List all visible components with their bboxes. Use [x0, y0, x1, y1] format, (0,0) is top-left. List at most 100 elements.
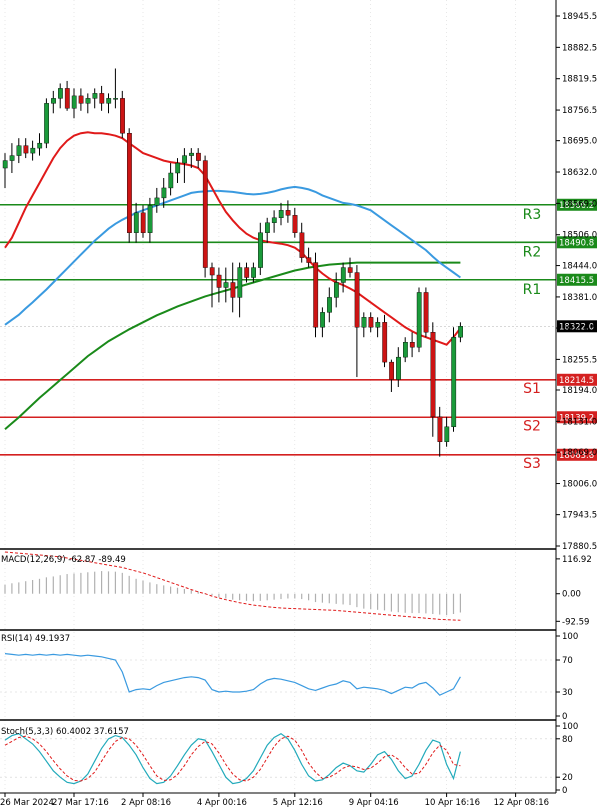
price-tick-label: 18194.0	[562, 386, 597, 396]
rsi-title: RSI(14) 49.1937	[1, 634, 70, 644]
price-tick-label: 18569.0	[562, 199, 597, 209]
macd-signal-line	[4, 551, 461, 621]
pivot-price-tag-text: 18139.2	[559, 413, 594, 423]
candle-body	[299, 232, 305, 258]
stoch-tick-label: 0	[562, 786, 567, 796]
price-tick-label: 17880.5	[562, 542, 597, 552]
candle-body	[271, 217, 277, 223]
price-tick-label: 18632.0	[562, 168, 597, 178]
pivot-price-tag	[557, 273, 597, 286]
candle-body	[85, 98, 91, 104]
candle-body	[396, 356, 401, 380]
price-axis: 18945.5 18882.5 18819.5 18756.5 18695.0 18632…	[556, 12, 597, 796]
candle-body	[154, 197, 160, 206]
candle-body	[285, 210, 291, 216]
candle-body	[182, 155, 187, 164]
candle-body	[327, 297, 332, 313]
candle-body	[223, 282, 229, 288]
candlesticks	[2, 68, 463, 457]
candle-body	[437, 416, 443, 442]
rsi-tick-label: 30	[562, 688, 573, 698]
stoch-panel	[4, 732, 461, 785]
candle-body	[209, 267, 215, 276]
pivot-price-tag-text: 18063.8	[559, 451, 594, 461]
price-tick-label: 18506.0	[562, 231, 597, 241]
rsi-line	[4, 653, 461, 696]
candle-body	[444, 426, 450, 442]
ma-red-line	[4, 131, 462, 346]
stoch-tick-label: 100	[562, 722, 578, 732]
price-grid	[4, 0, 516, 793]
pivot-price-tag-text: 18415.5	[559, 276, 594, 286]
candle-body	[64, 88, 70, 109]
current-price-tag-text: 18322.0	[559, 322, 594, 332]
pivot-label-s3: S3	[523, 456, 541, 472]
candle-body	[389, 361, 394, 380]
candle-body	[320, 312, 325, 328]
candle-body	[409, 342, 415, 348]
candle-body	[161, 187, 167, 199]
candle-body	[113, 98, 119, 100]
candle-body	[16, 145, 22, 156]
rsi-tick-label: 0	[562, 712, 567, 722]
price-tick-label: 18882.5	[562, 43, 597, 53]
candle-body	[78, 95, 84, 104]
candle-body	[361, 317, 367, 328]
candle-body	[451, 337, 457, 428]
candle-body	[306, 257, 312, 263]
price-tick-label: 18381.0	[562, 293, 597, 303]
time-tick-label: 9 Apr 04:16	[349, 798, 399, 808]
candle-body	[244, 267, 250, 278]
candle-body	[354, 272, 360, 328]
pivot-label-r3: R3	[523, 207, 542, 223]
stoch-d-line	[4, 735, 461, 782]
candle-body	[44, 103, 50, 144]
pivot-price-tag	[557, 448, 597, 461]
candle-body	[458, 326, 463, 338]
candle-body	[92, 93, 98, 99]
candle-body	[403, 342, 408, 358]
time-tick-label: 26 Mar 2024	[0, 798, 54, 808]
time-tick-label: 27 Mar 17:16	[52, 798, 109, 808]
candle-body	[265, 222, 270, 233]
candle-body	[347, 267, 353, 273]
price-tick-label: 18318.5	[562, 324, 597, 334]
candle-body	[237, 267, 243, 298]
candle-body	[37, 142, 43, 149]
time-tick-label: 10 Apr 16:16	[425, 798, 480, 808]
price-tick-label: 18006.0	[562, 480, 597, 490]
candle-body	[175, 162, 181, 174]
candle-body	[9, 155, 15, 161]
candle-body	[120, 98, 125, 134]
price-tick-label: 18945.5	[562, 12, 597, 22]
stoch-tick-label: 80	[562, 735, 573, 745]
candle-body	[168, 172, 174, 189]
macd-tick-label: 116.92	[562, 555, 592, 565]
candle-body	[202, 160, 208, 268]
rsi-tick-label: 70	[562, 656, 573, 666]
candle-body	[382, 322, 388, 363]
candle-body	[106, 98, 112, 104]
candle-body	[133, 212, 139, 233]
candle-body	[189, 152, 194, 156]
price-tick-label: 18819.5	[562, 75, 597, 85]
ma-blue-line	[4, 185, 461, 326]
candle-body	[340, 267, 346, 283]
candle-body	[251, 267, 256, 278]
candle-body	[99, 93, 105, 104]
price-tick-label: 17943.5	[562, 511, 597, 521]
pivot-price-tag-text: 18490.8	[559, 238, 594, 248]
price-tick-label: 18069.0	[562, 448, 597, 458]
candle-body	[2, 160, 8, 169]
time-tick-label: 5 Apr 12:16	[273, 798, 323, 808]
pivot-price-tag	[557, 198, 597, 211]
pivot-price-tag-text: 18214.5	[559, 376, 594, 386]
macd-title: MACD(12,26,9) -62.87 -89.49	[1, 555, 126, 565]
candle-body	[375, 322, 381, 328]
rsi-panel	[4, 653, 461, 696]
pivot-price-tag-text: 18566.2	[559, 201, 594, 211]
candle-body	[430, 332, 436, 418]
candle-body	[334, 282, 339, 298]
